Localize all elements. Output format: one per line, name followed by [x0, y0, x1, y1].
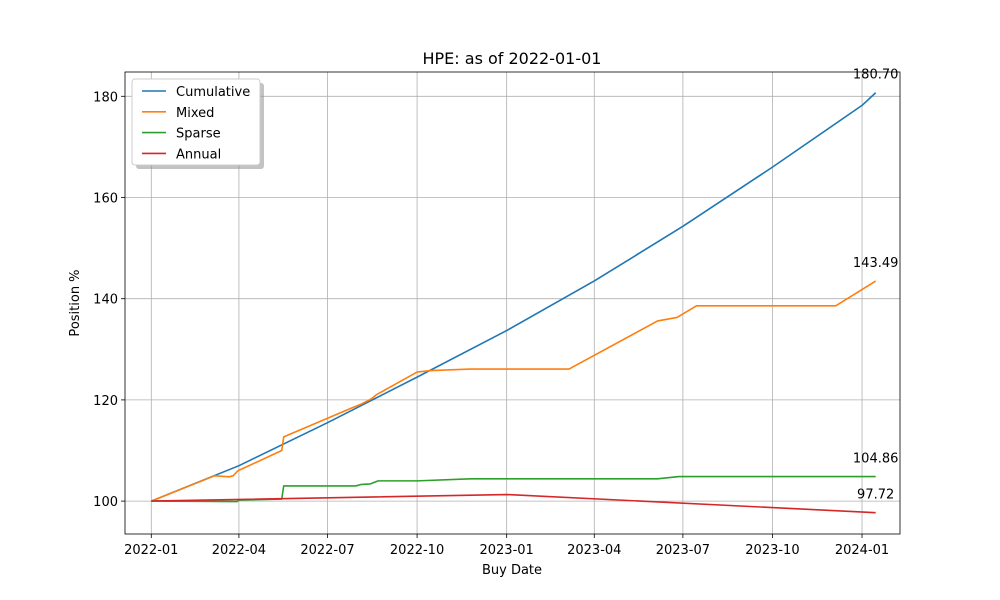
legend-label-annual: Annual — [176, 147, 221, 162]
y-tick-label: 100 — [93, 495, 118, 510]
x-tick-label: 2023-10 — [745, 543, 799, 558]
y-tick-label: 180 — [93, 90, 118, 105]
x-tick-label: 2023-07 — [656, 543, 710, 558]
x-axis-title: Buy Date — [482, 563, 542, 578]
y-tick-label: 120 — [93, 394, 118, 409]
series-line-annual — [151, 493, 876, 514]
y-axis-title: Position % — [68, 269, 83, 336]
x-tick-label: 2022-01 — [124, 543, 178, 558]
legend-box — [131, 78, 261, 166]
end-label-sparse: 104.86 — [853, 452, 899, 467]
x-tick-label: 2023-04 — [567, 543, 621, 558]
end-label-mixed: 143.49 — [853, 256, 899, 271]
y-tick-label: 140 — [93, 293, 118, 308]
x-tick-label: 2022-10 — [390, 543, 444, 558]
x-tick-label: 2022-04 — [212, 543, 266, 558]
axis-ticks: 2022-01 2022-04 2022-07 2022-10 2023-01 2023-… — [93, 90, 889, 558]
x-tick-label: 2023-01 — [479, 543, 533, 558]
legend-label-cumulative: Cumulative — [176, 85, 250, 100]
series-line-mixed — [150, 280, 877, 502]
x-tick-label: 2024-01 — [835, 543, 889, 558]
grid — [125, 72, 900, 534]
chart-title: HPE: as of 2022-01-01 — [423, 49, 602, 68]
end-value-labels: 180.70 143.49 104.86 97.72 — [853, 68, 899, 503]
series-lines — [150, 92, 877, 514]
legend-label-mixed: Mixed — [176, 106, 214, 121]
x-tick-label: 2022-07 — [300, 543, 354, 558]
y-tick-label: 160 — [93, 191, 118, 206]
legend: Cumulative Mixed Sparse Annual — [131, 78, 264, 169]
legend-label-sparse: Sparse — [176, 127, 221, 142]
end-label-annual: 97.72 — [857, 488, 894, 503]
plot-frame — [124, 71, 901, 535]
end-label-cumulative: 180.70 — [853, 68, 899, 83]
